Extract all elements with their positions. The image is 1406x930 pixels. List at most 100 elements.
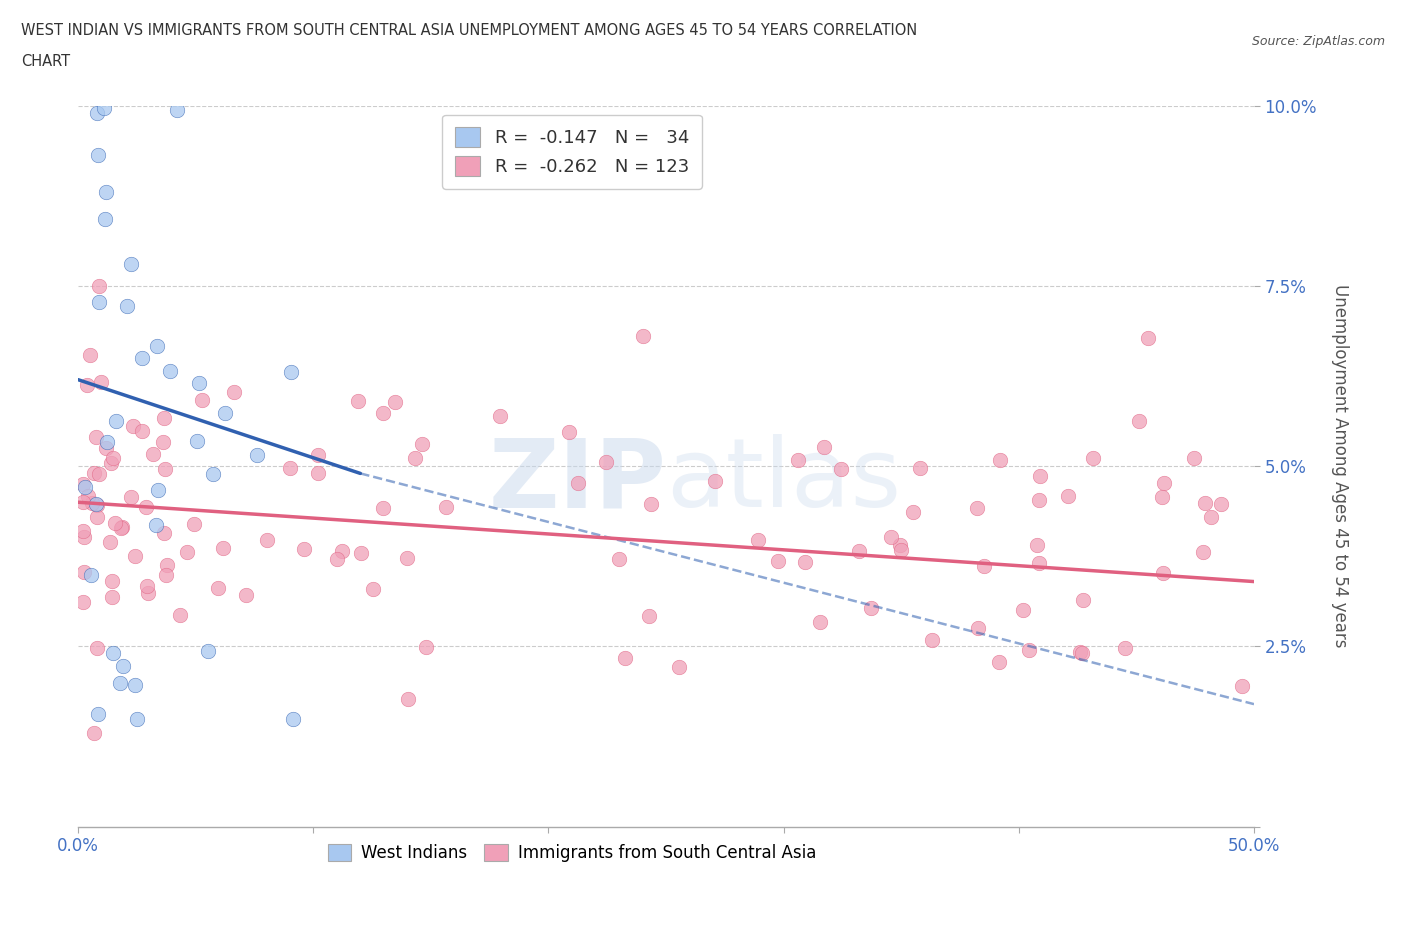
Point [152,434,174,449]
Text: atlas: atlas [666,434,901,527]
Point [146,339,169,353]
Point [890,542,912,557]
Point [136,578,159,593]
Point [86,641,108,656]
Point [1192,544,1215,559]
Point [373,500,395,515]
Point [94,211,117,226]
Point [1136,330,1159,345]
Point [183,517,205,532]
Point [146,483,169,498]
Point [308,447,330,462]
Point [96,441,118,456]
Point [110,675,132,690]
Point [747,533,769,548]
Point [292,541,315,556]
Point [101,590,124,604]
Point [191,393,214,408]
Point [211,541,233,556]
Point [83,725,105,740]
Point [860,601,883,616]
Point [87,147,110,162]
Point [214,405,236,420]
Point [176,545,198,560]
Point [72,594,94,609]
Point [330,543,353,558]
Point [347,394,370,409]
Point [222,385,245,400]
Point [1230,679,1253,694]
Point [640,497,662,512]
Point [72,524,94,538]
Point [111,520,134,535]
Legend: West Indians, Immigrants from South Central Asia: West Indians, Immigrants from South Cent… [322,837,823,869]
Point [156,558,179,573]
Point [153,461,176,476]
Point [966,501,988,516]
Point [246,447,269,462]
Point [1194,496,1216,511]
Point [103,451,125,466]
Point [489,408,512,423]
Point [153,410,176,425]
Point [89,295,111,310]
Text: ZIP: ZIP [488,434,666,527]
Point [281,711,304,726]
Point [207,581,229,596]
Text: WEST INDIAN VS IMMIGRANTS FROM SOUTH CENTRAL ASIA UNEMPLOYMENT AMONG AGES 45 TO : WEST INDIAN VS IMMIGRANTS FROM SOUTH CEN… [21,23,917,38]
Point [141,446,163,461]
Point [96,434,118,449]
Point [607,552,630,567]
Point [73,529,96,544]
Point [90,375,112,390]
Point [100,456,122,471]
Point [396,692,419,707]
Point [411,437,433,452]
Point [120,489,142,504]
Point [93,100,115,115]
Point [668,660,690,675]
Point [1114,641,1136,656]
Point [100,535,122,550]
Point [72,476,94,491]
Point [101,645,124,660]
Point [880,530,903,545]
Point [567,475,589,490]
Point [1028,556,1050,571]
Point [82,496,104,511]
Point [326,551,349,566]
Point [794,554,817,569]
Point [110,520,132,535]
Point [96,185,118,200]
Point [1070,645,1092,660]
Point [988,452,1011,467]
Point [889,538,911,552]
Point [131,351,153,365]
Point [1057,488,1080,503]
Point [197,644,219,658]
Point [787,453,810,468]
Point [1026,538,1049,552]
Point [1081,451,1104,466]
Point [145,518,167,533]
Point [73,480,96,495]
Point [1152,566,1174,581]
Point [371,405,394,420]
Point [434,500,457,515]
Point [595,455,617,470]
Point [73,565,96,579]
Point [86,105,108,120]
Point [83,466,105,481]
Point [159,363,181,378]
Point [813,440,835,455]
Point [848,543,870,558]
Point [307,465,329,480]
Point [155,568,177,583]
Y-axis label: Unemployment Among Ages 45 to 54 years: Unemployment Among Ages 45 to 54 years [1331,285,1348,648]
Point [80,567,103,582]
Point [1069,645,1091,660]
Point [256,533,278,548]
Point [105,414,128,429]
Point [112,658,135,673]
Point [72,495,94,510]
